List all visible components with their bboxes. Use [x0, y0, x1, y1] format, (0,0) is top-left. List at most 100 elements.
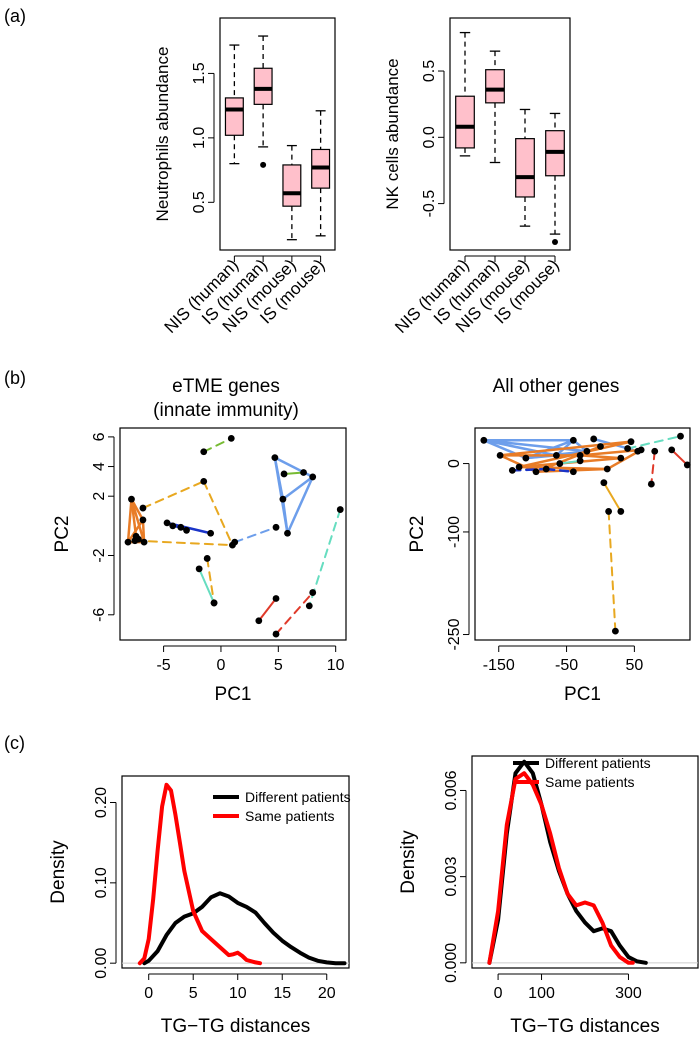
sample-point	[552, 451, 560, 459]
y-tick-label: -2	[91, 548, 108, 562]
sample-point	[169, 522, 177, 530]
sample-point	[542, 465, 550, 473]
iqr-box	[455, 95, 475, 149]
sample-point	[668, 446, 676, 454]
x-tick-label: 300	[615, 985, 642, 1002]
chart-other-genes-pca: -250 -100 0 -150 -50 50 PC2 PC1	[407, 427, 691, 705]
sample-point	[569, 468, 577, 476]
sample-point	[508, 467, 516, 474]
sample-point	[597, 443, 604, 450]
iqr-box	[224, 97, 244, 136]
sample-point	[576, 451, 584, 459]
point-group-8	[558, 459, 582, 465]
y-tick-label: 0	[446, 459, 463, 468]
density-curve-same-patients	[137, 782, 262, 966]
connector-line	[141, 480, 205, 510]
x-tick-label: -50	[555, 657, 578, 674]
sample-point	[590, 435, 598, 443]
sample-point	[139, 516, 147, 524]
plot-frame	[449, 17, 571, 251]
sample-point	[128, 495, 135, 503]
point-group-7	[206, 557, 216, 604]
density-curve-same-patients	[487, 771, 635, 965]
y-tick-label: 0.0	[421, 126, 438, 148]
plot-frame	[121, 775, 350, 969]
sample-point	[576, 457, 584, 465]
y-tick-label: 0.10	[93, 867, 110, 898]
y-tick-label: 4	[91, 462, 108, 471]
point-group-7	[626, 435, 682, 450]
box-3	[515, 108, 535, 227]
x-tick-label: 10	[229, 985, 247, 1002]
sample-point	[300, 469, 307, 476]
connector-line	[130, 497, 146, 544]
legend-label: Same patients	[245, 808, 335, 824]
y-tick-label: 0.000	[443, 943, 460, 983]
sample-point	[227, 434, 235, 442]
x-tick-label: 10	[327, 657, 345, 674]
connector-line	[281, 497, 289, 535]
connector-line	[198, 567, 216, 604]
sample-point	[603, 465, 611, 473]
sample-point	[496, 451, 504, 459]
sample-point	[272, 595, 280, 602]
connector-line	[517, 465, 609, 471]
sample-point	[279, 495, 287, 503]
connector-line	[233, 526, 278, 544]
sample-point	[617, 454, 625, 462]
point-group-1	[273, 456, 314, 535]
x-axis-title: PC1	[564, 684, 601, 705]
y-tick-label: 0.20	[93, 787, 110, 818]
box-4	[545, 112, 565, 246]
plot-frame	[119, 427, 347, 641]
box-2	[253, 35, 273, 168]
y-axis-title: PC2	[52, 516, 73, 553]
sample-point	[309, 473, 317, 481]
sample-point	[195, 565, 203, 573]
connector-line	[286, 475, 314, 535]
x-tick-label: -5	[156, 657, 170, 674]
sample-point	[651, 447, 659, 455]
chart-etme-genes-pca: -6 -2 2 4 6 -5 0 5 10 PC2 PC1	[52, 427, 347, 705]
iqr-box	[282, 164, 302, 207]
panel-label-b: (b)	[4, 368, 26, 388]
sample-point	[200, 477, 208, 485]
outlier-point	[552, 239, 558, 246]
connector-line	[650, 450, 656, 486]
chart-etme-distance-density: 0.00 0.10 0.20 0 5 10 15 20 Density TG−TG distanc…	[48, 775, 351, 1037]
connector-line	[482, 439, 558, 457]
y-tick-label: 0.006	[443, 770, 460, 810]
sample-point	[600, 479, 608, 487]
sample-point	[627, 438, 635, 446]
y-axis-title: PC2	[407, 516, 428, 553]
sample-point	[207, 529, 215, 537]
y-tick-label: 0.5	[421, 60, 438, 82]
x-tick-label: 5	[189, 985, 198, 1002]
x-tick-label: 5	[274, 657, 283, 674]
sample-point	[624, 445, 632, 452]
connector-line	[607, 510, 617, 633]
y-tick-label: 2	[91, 492, 108, 501]
connector-line	[133, 539, 234, 547]
sample-point	[255, 617, 263, 625]
sample-point	[272, 630, 280, 638]
x-axis-title: TG−TG distances	[510, 1016, 659, 1037]
point-group-6	[133, 480, 234, 547]
sample-point	[683, 461, 691, 469]
y-axis-title: Density	[398, 830, 419, 894]
point-group-9	[650, 450, 656, 486]
sample-point	[210, 599, 218, 607]
connector-line	[517, 440, 633, 469]
connector-line	[626, 435, 682, 450]
y-tick-label: 0.5	[191, 191, 208, 213]
sample-point	[309, 589, 317, 596]
iqr-box	[253, 67, 273, 105]
connector-line	[257, 597, 278, 622]
point-group-10	[670, 448, 689, 466]
sample-point	[140, 538, 148, 546]
sample-point	[611, 627, 619, 635]
sample-point	[203, 555, 211, 562]
y-tick-label: 1.0	[191, 127, 208, 149]
